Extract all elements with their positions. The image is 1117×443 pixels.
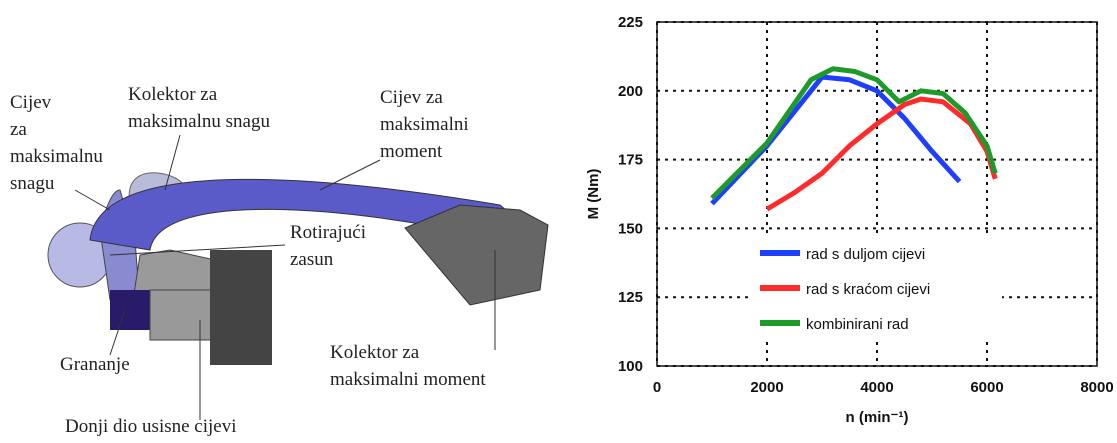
- diagram-label: moment: [380, 141, 443, 162]
- diagram-label: Donji dio usisne cijevi: [65, 416, 237, 437]
- diagram-label: maksimalnu: [10, 146, 103, 167]
- y-tick-label: 175: [618, 152, 643, 169]
- legend-label: rad s duljom cijevi: [806, 246, 925, 263]
- diagram-label: Grananje: [60, 354, 130, 375]
- diagram-label: Kolektor za: [330, 342, 420, 363]
- x-tick-label: 4000: [860, 379, 893, 396]
- line-series: [710, 74, 962, 206]
- x-tick-label: 8000: [1080, 379, 1113, 396]
- y-tick-label: 225: [618, 14, 643, 31]
- line-series: [765, 96, 998, 212]
- diagram-label: za: [10, 119, 27, 140]
- y-tick-label: 100: [618, 358, 643, 375]
- legend-label: kombinirani rad: [806, 316, 909, 333]
- legend-label: rad s kraćom cijevi: [806, 281, 930, 298]
- diagram-label: snagu: [10, 173, 55, 194]
- diagram-label: maksimalni: [380, 114, 469, 135]
- x-tick-label: 6000: [970, 379, 1003, 396]
- collector-moment: [404, 204, 549, 306]
- line-series: [710, 66, 998, 200]
- y-tick-label: 125: [618, 289, 643, 306]
- diagram-label: maksimalnu snagu: [128, 111, 270, 132]
- diagram-label: Rotirajući: [290, 222, 366, 243]
- y-tick-label: 150: [618, 220, 643, 237]
- x-tick-label: 0: [653, 379, 661, 396]
- y-tick-label: 200: [618, 83, 643, 100]
- diagram-label: Kolektor za: [128, 84, 218, 105]
- diagram-label: Cijev za: [380, 87, 443, 108]
- y-axis-label: M (Nm): [585, 169, 602, 220]
- diagram-label: maksimalni moment: [330, 369, 486, 390]
- x-tick-label: 2000: [750, 379, 783, 396]
- diagram-label: zasun: [290, 249, 334, 270]
- leader-lines: [74, 134, 496, 420]
- engine-diagram: [47, 134, 549, 420]
- x-axis-label: n (min⁻¹): [846, 409, 909, 426]
- block: [210, 250, 272, 365]
- diagram-label: Cijev: [10, 92, 52, 113]
- plot-frame: [656, 21, 1098, 367]
